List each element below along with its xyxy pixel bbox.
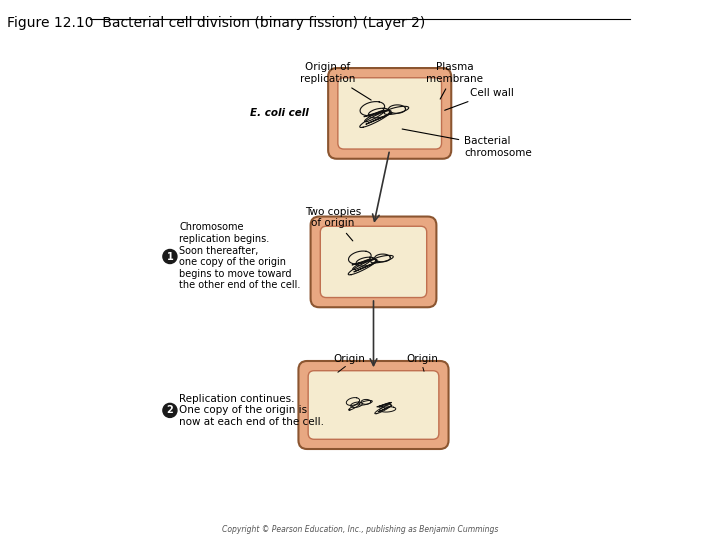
Text: Chromosome
replication begins.
Soon thereafter,
one copy of the origin
begins to: Chromosome replication begins. Soon ther… (179, 222, 300, 291)
Text: E. coli cell: E. coli cell (250, 109, 309, 118)
Text: Plasma
membrane: Plasma membrane (426, 62, 483, 99)
Text: 2: 2 (166, 406, 174, 415)
Text: Bacterial
chromosome: Bacterial chromosome (402, 129, 532, 158)
Text: Two copies
of origin: Two copies of origin (305, 207, 361, 241)
FancyBboxPatch shape (310, 217, 436, 307)
Text: Origin: Origin (406, 354, 438, 364)
Text: Replication continues.
One copy of the origin is
now at each end of the cell.: Replication continues. One copy of the o… (179, 394, 324, 427)
Text: Cell wall: Cell wall (445, 88, 513, 110)
FancyBboxPatch shape (328, 68, 451, 159)
Circle shape (163, 403, 177, 417)
Text: Origin of
replication: Origin of replication (300, 62, 371, 100)
FancyBboxPatch shape (338, 78, 441, 149)
FancyBboxPatch shape (299, 361, 449, 449)
Circle shape (163, 249, 177, 264)
Text: Figure 12.10  Bacterial cell division (binary fission) (Layer 2): Figure 12.10 Bacterial cell division (bi… (7, 16, 426, 30)
FancyBboxPatch shape (308, 370, 439, 440)
FancyBboxPatch shape (320, 226, 427, 298)
Text: 1: 1 (166, 252, 174, 261)
Text: Origin: Origin (333, 354, 365, 364)
Text: Copyright © Pearson Education, Inc., publishing as Benjamin Cummings: Copyright © Pearson Education, Inc., pub… (222, 524, 498, 534)
